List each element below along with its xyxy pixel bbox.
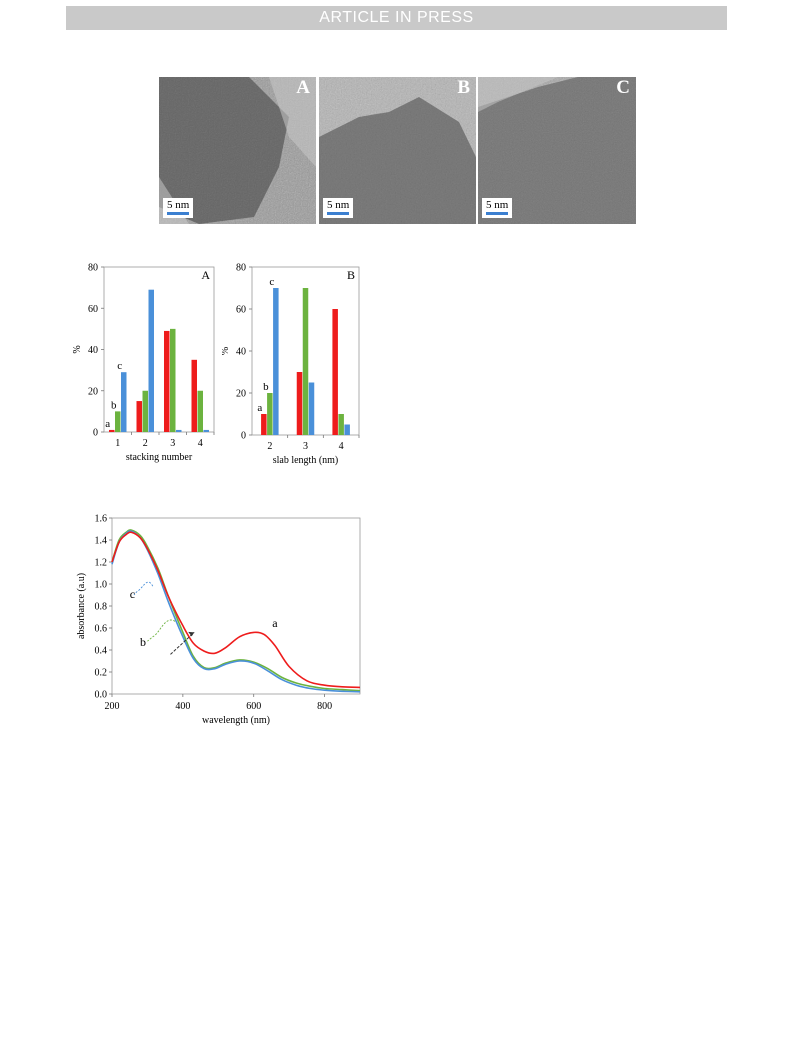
tem-panel-letter: A (296, 77, 310, 98)
curve-label-c: c (130, 587, 135, 601)
y-tick-label: 1.4 (95, 536, 108, 547)
y-tick-label: 80 (236, 263, 246, 274)
bar-b (302, 288, 309, 435)
scale-bar-b: 5 nm (323, 198, 354, 218)
y-tick-label: 1.0 (95, 580, 108, 591)
bar-a (136, 401, 142, 432)
bar-a (261, 414, 267, 435)
absorbance-line-chart: 0.0 0.2 0.4 0.6 0.8 1.0 1.2 1.4 1.6 200 400 600 800 c… (76, 514, 361, 726)
y-tick-label: 0.4 (95, 646, 108, 657)
series-label-a: a (257, 402, 262, 414)
y-axis-label: % (72, 345, 83, 353)
leader-b (147, 619, 176, 642)
bar-c (148, 289, 154, 432)
x-tick-label: 600 (246, 701, 261, 712)
curve-label-a: a (272, 616, 278, 630)
x-axis-label: slab length (nm) (273, 455, 339, 466)
y-axis-label: % (222, 347, 231, 355)
x-axis-label: wavelength (nm) (202, 715, 270, 726)
x-tick-label: 3 (170, 438, 175, 449)
tem-image-a: A 5 nm (159, 77, 316, 224)
x-tick-label: 2 (267, 441, 272, 452)
bar-a (164, 330, 170, 432)
tem-texture-a (159, 77, 316, 224)
bar-c (344, 424, 350, 435)
panel-letter: A (201, 268, 210, 282)
bar-a (109, 429, 115, 432)
bar-a (296, 372, 303, 435)
plot-frame (111, 517, 361, 695)
y-tick-label: 20 (88, 386, 98, 397)
y-tick-label: 0.8 (95, 602, 108, 613)
y-tick-label: 0.0 (95, 690, 108, 701)
series-line-b (111, 529, 361, 692)
series-line-a (111, 531, 361, 689)
bar-a (191, 359, 197, 432)
y-tick-label: 0 (93, 428, 98, 439)
series-label-a: a (105, 418, 110, 430)
bar-b (338, 414, 344, 435)
bar-b (142, 390, 148, 432)
x-tick-label: 3 (303, 441, 308, 452)
x-tick-label: 2 (143, 438, 148, 449)
trend-arrow-head (188, 631, 195, 637)
bar-c (273, 288, 279, 435)
y-tick-label: 20 (236, 389, 246, 400)
series-label-c: c (269, 276, 274, 288)
curve-label-b: b (140, 635, 146, 649)
scale-label: 5 nm (167, 199, 190, 211)
y-tick-label: 40 (88, 345, 98, 356)
y-tick-label: 0.2 (95, 668, 108, 679)
bar-b (115, 411, 121, 432)
trend-arrow-line (170, 632, 195, 655)
series-label-b: b (263, 381, 269, 393)
scale-label: 5 nm (486, 199, 509, 211)
tem-image-c: C 5 nm (478, 77, 636, 224)
x-tick-label: 800 (317, 701, 332, 712)
y-tick-label: 60 (236, 305, 246, 316)
series-line-c (111, 530, 361, 693)
tem-image-row: A 5 nm B 5 nm C (159, 77, 636, 224)
y-tick-label: 1.6 (95, 514, 108, 525)
scale-line (167, 212, 190, 215)
x-tick-label: 1 (115, 438, 120, 449)
panel-letter: B (347, 268, 355, 282)
tem-image-b: B 5 nm (319, 77, 476, 224)
series-label-c: c (117, 360, 122, 372)
y-tick-label: 80 (88, 263, 98, 274)
bar-c (308, 382, 315, 435)
bar-b (170, 328, 176, 432)
y-tick-label: 1.2 (95, 558, 108, 569)
y-tick-label: 0.6 (95, 624, 108, 635)
tem-panel-letter: B (457, 77, 470, 98)
y-tick-label: 40 (236, 347, 246, 358)
x-tick-label: 400 (175, 701, 190, 712)
bar-c (176, 429, 182, 432)
scale-line (486, 212, 509, 215)
series-label-b: b (111, 399, 117, 411)
x-axis-label: stacking number (126, 452, 193, 463)
x-tick-label: 4 (198, 438, 203, 449)
y-axis-label: absorbance (a.u) (76, 573, 87, 639)
scale-bar-c: 5 nm (482, 198, 513, 218)
article-in-press-banner: ARTICLE IN PRESS (66, 6, 727, 30)
leader-c (133, 581, 154, 596)
scale-label: 5 nm (327, 199, 350, 211)
bar-b (267, 393, 273, 435)
scale-line (327, 212, 350, 215)
bar-a (332, 309, 338, 435)
tem-panel-letter: C (616, 77, 630, 98)
x-tick-label: 200 (105, 701, 120, 712)
y-tick-label: 0 (241, 431, 246, 442)
scale-bar-a: 5 nm (163, 198, 194, 218)
y-tick-label: 60 (88, 304, 98, 315)
bar-c (203, 429, 209, 432)
x-tick-label: 4 (339, 441, 344, 452)
bar-c (121, 372, 127, 432)
bar-b (197, 390, 203, 432)
